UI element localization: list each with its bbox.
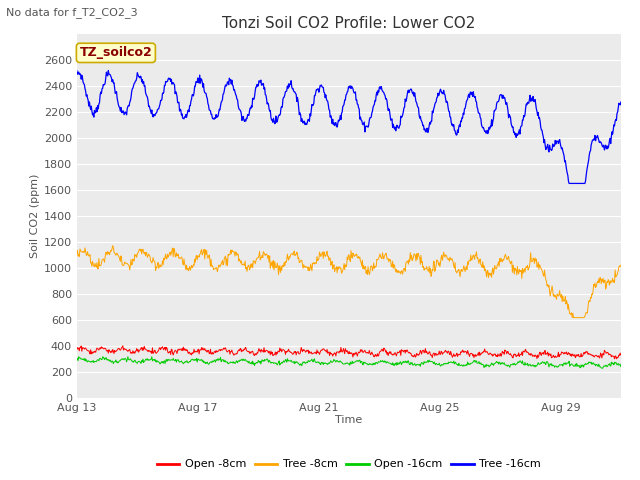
Legend: Open -8cm, Tree -8cm, Open -16cm, Tree -16cm: Open -8cm, Tree -8cm, Open -16cm, Tree -…: [152, 455, 545, 474]
Text: TZ_soilco2: TZ_soilco2: [79, 47, 152, 60]
Text: No data for f_T2_CO2_3: No data for f_T2_CO2_3: [6, 7, 138, 18]
Title: Tonzi Soil CO2 Profile: Lower CO2: Tonzi Soil CO2 Profile: Lower CO2: [222, 16, 476, 31]
Y-axis label: Soil CO2 (ppm): Soil CO2 (ppm): [29, 174, 40, 258]
X-axis label: Time: Time: [335, 415, 362, 425]
